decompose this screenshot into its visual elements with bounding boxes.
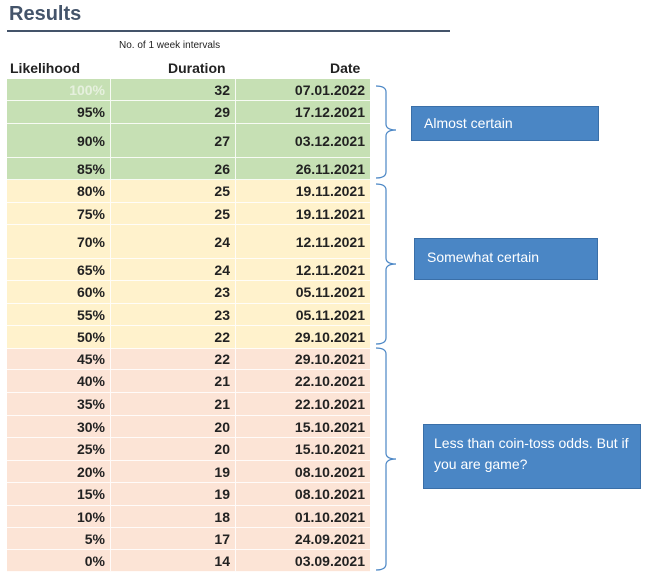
duration-cell: 26 <box>111 158 236 180</box>
date-cell: 03.12.2021 <box>236 124 370 158</box>
likelihood-cell: 75% <box>7 203 111 225</box>
table-row: 20% 19 08.10.2021 <box>7 461 370 483</box>
bracket-coin-toss <box>375 347 397 571</box>
duration-cell: 23 <box>111 304 236 326</box>
duration-cell: 21 <box>111 393 236 416</box>
duration-cell: 22 <box>111 349 236 370</box>
duration-cell: 24 <box>111 259 236 281</box>
table-row: 70% 24 12.11.2021 <box>7 225 370 259</box>
duration-cell: 25 <box>111 180 236 203</box>
duration-cell: 22 <box>111 326 236 349</box>
likelihood-cell: 100% <box>7 79 111 101</box>
duration-column-header: Duration <box>168 60 226 76</box>
likelihood-cell: 0% <box>7 550 111 572</box>
likelihood-cell: 90% <box>7 124 111 158</box>
likelihood-cell: 65% <box>7 259 111 281</box>
likelihood-cell: 15% <box>7 483 111 506</box>
table-row: 95% 29 17.12.2021 <box>7 101 370 124</box>
likelihood-cell: 45% <box>7 349 111 370</box>
date-cell: 17.12.2021 <box>236 101 370 124</box>
date-cell: 05.11.2021 <box>236 304 370 326</box>
duration-cell: 18 <box>111 506 236 528</box>
date-cell: 22.10.2021 <box>236 370 370 393</box>
duration-cell: 19 <box>111 461 236 483</box>
duration-cell: 20 <box>111 416 236 438</box>
duration-cell: 14 <box>111 550 236 572</box>
date-cell: 22.10.2021 <box>236 393 370 416</box>
date-cell: 19.11.2021 <box>236 180 370 203</box>
likelihood-cell: 60% <box>7 281 111 304</box>
duration-cell: 32 <box>111 79 236 101</box>
likelihood-cell: 80% <box>7 180 111 203</box>
likelihood-column-header: Likelihood <box>10 60 80 76</box>
likelihood-cell: 25% <box>7 438 111 461</box>
table-row: 5% 17 24.09.2021 <box>7 528 370 550</box>
duration-cell: 24 <box>111 225 236 259</box>
likelihood-cell: 5% <box>7 528 111 550</box>
date-cell: 08.10.2021 <box>236 461 370 483</box>
page-title: Results <box>9 3 82 25</box>
date-cell: 15.10.2021 <box>236 416 370 438</box>
table-row: 85% 26 26.11.2021 <box>7 158 370 180</box>
table-row: 90% 27 03.12.2021 <box>7 124 370 158</box>
table-row: 100% 32 07.01.2022 <box>7 79 370 101</box>
duration-cell: 25 <box>111 203 236 225</box>
likelihood-cell: 30% <box>7 416 111 438</box>
bracket-somewhat-certain <box>375 183 397 345</box>
duration-subheader: No. of 1 week intervals <box>119 40 221 51</box>
date-cell: 08.10.2021 <box>236 483 370 506</box>
likelihood-cell: 20% <box>7 461 111 483</box>
title-underline <box>7 30 450 32</box>
date-cell: 26.11.2021 <box>236 158 370 180</box>
duration-cell: 27 <box>111 124 236 158</box>
date-cell: 29.10.2021 <box>236 326 370 349</box>
table-row: 75% 25 19.11.2021 <box>7 203 370 225</box>
likelihood-cell: 35% <box>7 393 111 416</box>
likelihood-cell: 70% <box>7 225 111 259</box>
table-row: 25% 20 15.10.2021 <box>7 438 370 461</box>
bracket-almost-certain <box>375 85 397 179</box>
table-row: 0% 14 03.09.2021 <box>7 550 370 572</box>
table-row: 10% 18 01.10.2021 <box>7 506 370 528</box>
duration-cell: 19 <box>111 483 236 506</box>
date-cell: 29.10.2021 <box>236 349 370 370</box>
table-row: 55% 23 05.11.2021 <box>7 304 370 326</box>
table-row: 15% 19 08.10.2021 <box>7 483 370 506</box>
duration-cell: 29 <box>111 101 236 124</box>
callout-coin-toss: Less than coin-toss odds. But if you are… <box>423 424 641 489</box>
likelihood-cell: 55% <box>7 304 111 326</box>
table-row: 50% 22 29.10.2021 <box>7 326 370 349</box>
table-row: 40% 21 22.10.2021 <box>7 370 370 393</box>
table-row: 30% 20 15.10.2021 <box>7 416 370 438</box>
date-cell: 19.11.2021 <box>236 203 370 225</box>
date-cell: 01.10.2021 <box>236 506 370 528</box>
duration-cell: 17 <box>111 528 236 550</box>
duration-cell: 21 <box>111 370 236 393</box>
duration-cell: 23 <box>111 281 236 304</box>
date-cell: 03.09.2021 <box>236 550 370 572</box>
likelihood-cell: 95% <box>7 101 111 124</box>
date-cell: 12.11.2021 <box>236 225 370 259</box>
likelihood-cell: 50% <box>7 326 111 349</box>
date-cell: 05.11.2021 <box>236 281 370 304</box>
date-column-header: Date <box>330 60 361 76</box>
table-row: 35% 21 22.10.2021 <box>7 393 370 416</box>
date-cell: 07.01.2022 <box>236 79 370 101</box>
callout-almost-certain: Almost certain <box>411 106 599 141</box>
callout-somewhat-certain: Somewhat certain <box>414 238 598 280</box>
table-row: 60% 23 05.11.2021 <box>7 281 370 304</box>
date-cell: 24.09.2021 <box>236 528 370 550</box>
date-cell: 15.10.2021 <box>236 438 370 461</box>
likelihood-cell: 10% <box>7 506 111 528</box>
table-row: 80% 25 19.11.2021 <box>7 180 370 203</box>
date-cell: 12.11.2021 <box>236 259 370 281</box>
table-row: 65% 24 12.11.2021 <box>7 259 370 281</box>
duration-cell: 20 <box>111 438 236 461</box>
likelihood-cell: 85% <box>7 158 111 180</box>
likelihood-cell: 40% <box>7 370 111 393</box>
table-row: 45% 22 29.10.2021 <box>7 349 370 370</box>
